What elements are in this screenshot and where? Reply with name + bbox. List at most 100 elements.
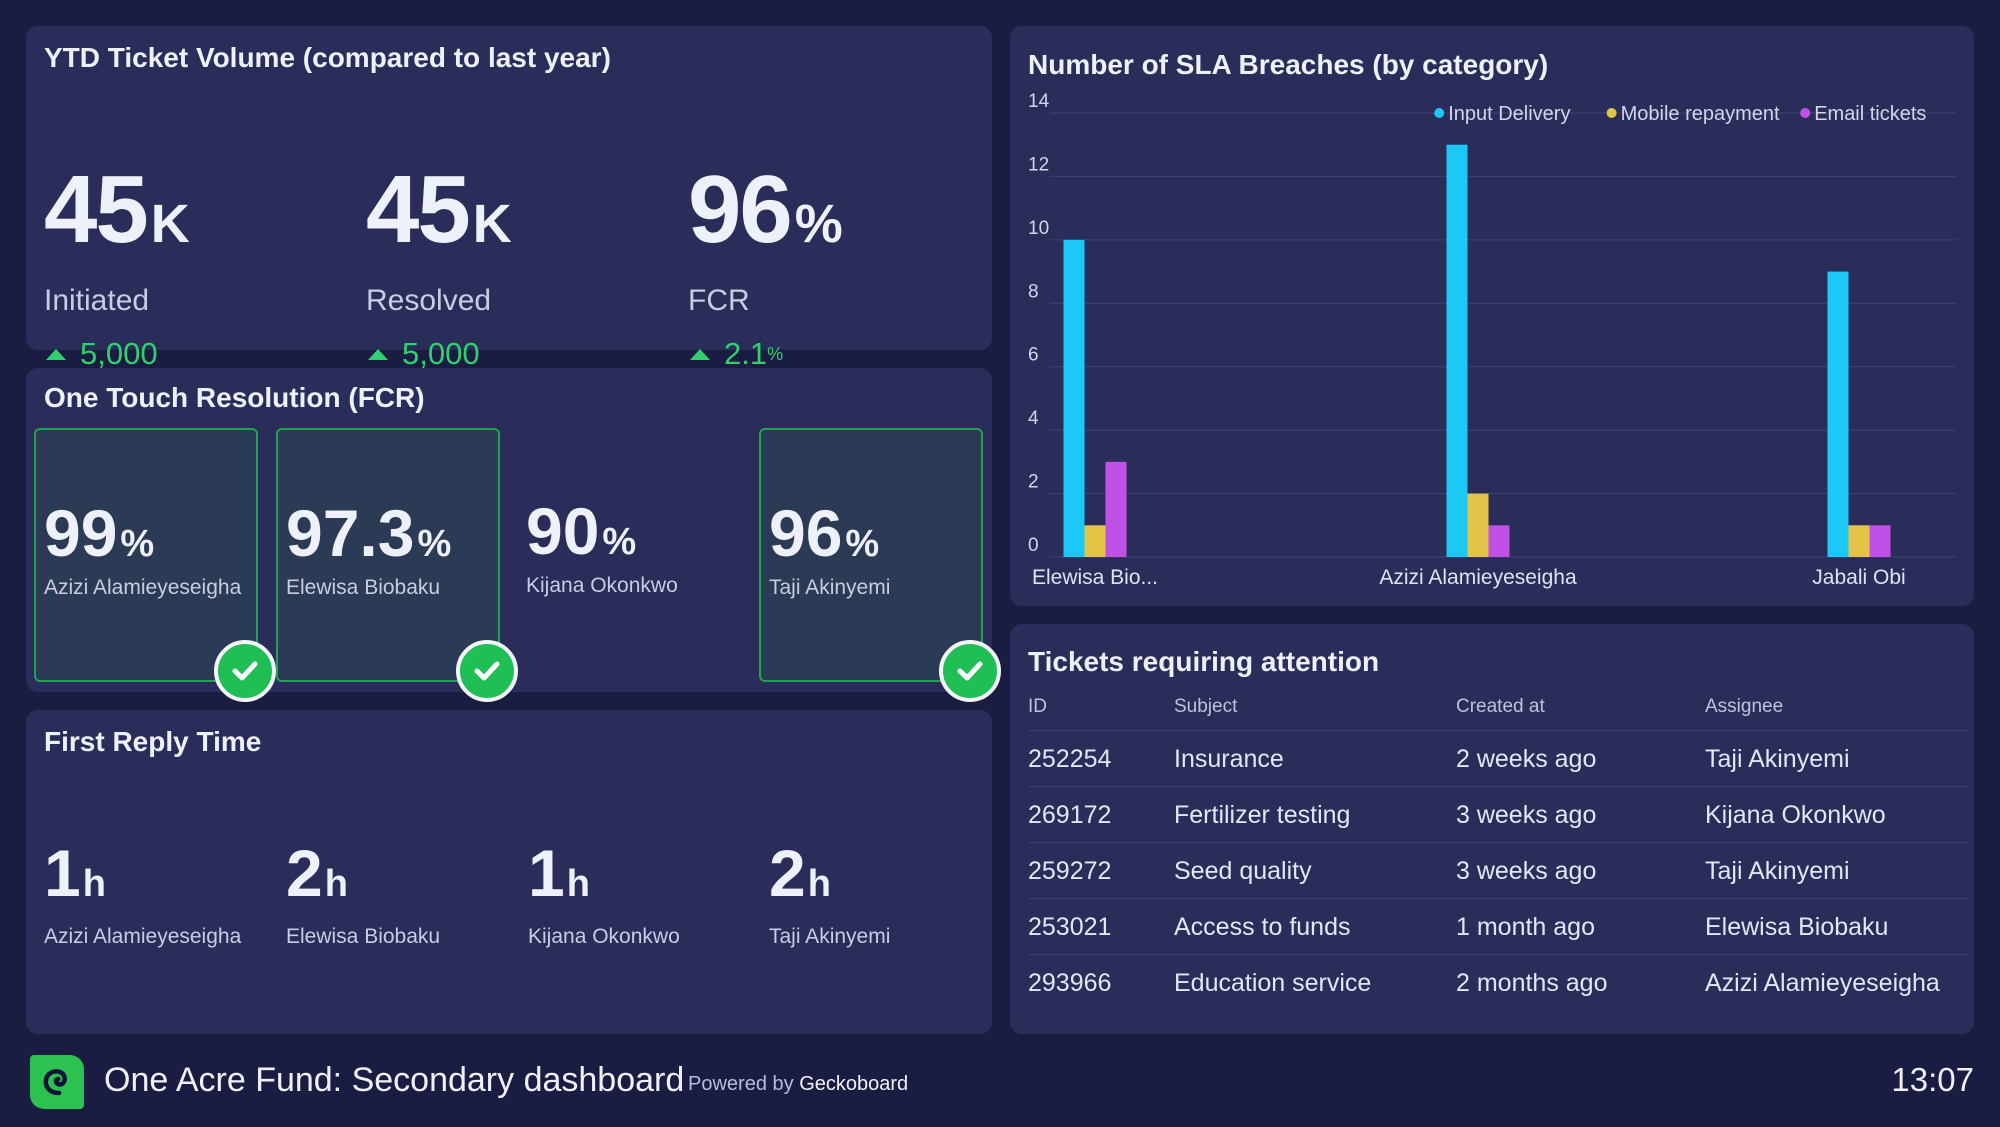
table-row[interactable]: 253021 Access to funds 1 month ago Elewi… [1028, 898, 1968, 954]
bar-email-tickets [1869, 525, 1891, 557]
ticket-subject: Insurance [1174, 745, 1284, 773]
y-tick-label: 6 [1028, 345, 1039, 366]
check-icon [214, 640, 276, 702]
ticket-id: 252254 [1028, 745, 1112, 773]
geckoboard-brand: Geckoboard [799, 1073, 909, 1095]
metric-label: Initiated [44, 284, 150, 317]
ticket-assignee: Azizi Alamieyeseigha [1705, 969, 1940, 997]
ticket-created: 1 month ago [1456, 913, 1595, 941]
fcr-agent-name: Kijana Okonkwo [526, 574, 678, 597]
legend-swatch [1800, 108, 1811, 118]
ticket-subject: Fertilizer testing [1174, 801, 1351, 829]
frt-value: 2h [286, 836, 348, 910]
fcr-agent-name: Taji Akinyemi [769, 576, 891, 599]
sla-bar-chart: Number of SLA Breaches (by category) 0 2 4 6… [1028, 49, 1956, 589]
frt-item-azizi: 1h Azizi Alamieyeseigha [44, 840, 241, 949]
table-row[interactable]: 259272 Seed quality 3 weeks ago Taji Aki… [1028, 842, 1968, 898]
legend-label: Mobile repayment [1621, 103, 1780, 125]
bar-mobile-repayment [1467, 493, 1489, 557]
y-tick-label: 10 [1028, 218, 1049, 239]
y-tick-label: 0 [1028, 535, 1039, 556]
metric-value: 45K [44, 156, 190, 263]
bar-email-tickets [1488, 525, 1510, 557]
panel-title: Tickets requiring attention [1028, 646, 1380, 677]
panel-title: YTD Ticket Volume (compared to last year… [44, 42, 611, 73]
bar-input-delivery [1063, 239, 1085, 557]
metric-value: 45K [366, 156, 512, 263]
ticket-created: 3 weeks ago [1456, 801, 1597, 829]
bar-mobile-repayment [1848, 525, 1870, 557]
y-tick-label: 4 [1028, 408, 1039, 429]
footer-bar: One Acre Fund: Secondary dashboard Power… [0, 1035, 2000, 1127]
legend-swatch [1434, 108, 1445, 118]
bar-input-delivery [1827, 271, 1849, 557]
x-tick-label: Jabali Obi [1812, 566, 1905, 589]
metric-fcr: 96% FCR 2.1% [688, 162, 988, 372]
up-arrow-icon [368, 348, 388, 360]
fcr-value: 96% [769, 496, 880, 570]
metric-delta: 2.1% [688, 336, 988, 372]
metric-label: FCR [688, 284, 750, 317]
table-row[interactable]: 252254 Insurance 2 weeks ago Taji Akinye… [1028, 730, 1968, 786]
geckoboard-logo-icon [30, 1055, 84, 1109]
check-icon [456, 640, 518, 702]
metric-delta: 5,000 [44, 336, 344, 372]
column-header-subject: Subject [1174, 696, 1238, 717]
table-row[interactable]: 269172 Fertilizer testing 3 weeks ago Ki… [1028, 786, 1968, 842]
check-icon [939, 640, 1001, 702]
powered-by: Powered by Geckoboard [688, 1073, 909, 1095]
fcr-value: 97.3% [286, 496, 452, 570]
bar-email-tickets [1105, 461, 1127, 557]
ticket-id: 293966 [1028, 969, 1112, 997]
sla-chart-panel: Number of SLA Breaches (by category) 0 2 4 6… [1010, 26, 1974, 606]
fcr-card-kijana: 90% Kijana Okonkwo [518, 428, 742, 682]
legend-label: Email tickets [1814, 103, 1926, 125]
panel-title: One Touch Resolution (FCR) [44, 382, 425, 413]
legend-label: Input Delivery [1448, 103, 1570, 125]
ticket-id: 269172 [1028, 801, 1112, 829]
ticket-assignee: Taji Akinyemi [1705, 745, 1850, 773]
first-reply-panel: First Reply Time 1h Azizi Alamieyeseigha… [26, 710, 992, 1034]
y-tick-label: 8 [1028, 281, 1039, 302]
y-tick-label: 12 [1028, 154, 1049, 175]
fcr-value: 99% [44, 496, 155, 570]
ticket-created: 2 weeks ago [1456, 745, 1597, 773]
fcr-card-elewisa: 97.3% Elewisa Biobaku [276, 428, 518, 702]
metric-label: Resolved [366, 284, 492, 317]
frt-item-taji: 2h Taji Akinyemi [769, 840, 890, 949]
fcr-value: 90% [526, 494, 637, 568]
frt-agent-name: Taji Akinyemi [769, 925, 891, 948]
frt-item-elewisa: 2h Elewisa Biobaku [286, 840, 440, 949]
bar-input-delivery [1446, 144, 1468, 557]
frt-agent-name: Azizi Alamieyeseigha [44, 925, 242, 948]
legend-swatch [1606, 108, 1617, 118]
column-header-id: ID [1028, 696, 1047, 717]
metric-delta: 5,000 [366, 336, 666, 372]
metric-resolved: 45K Resolved 5,000 [366, 162, 666, 372]
ticket-subject: Seed quality [1174, 857, 1312, 885]
fcr-panel: One Touch Resolution (FCR) 99% Azizi Ala… [26, 368, 1001, 702]
fcr-agent-name: Azizi Alamieyeseigha [44, 576, 242, 599]
x-tick-label: Elewisa Bio... [1032, 566, 1158, 589]
frt-value: 2h [769, 836, 831, 910]
fcr-agent-name: Elewisa Biobaku [286, 576, 441, 599]
table-row[interactable]: 293966 Education service 2 months ago Az… [1028, 954, 1968, 1010]
bar-mobile-repayment [1084, 525, 1106, 557]
ticket-assignee: Elewisa Biobaku [1705, 913, 1889, 941]
fcr-card-taji: 96% Taji Akinyemi [759, 428, 1001, 702]
tickets-panel: Tickets requiring attention ID Subject C… [1010, 624, 1974, 1034]
frt-agent-name: Kijana Okonkwo [528, 925, 680, 948]
x-tick-label: Azizi Alamieyeseigha [1379, 566, 1577, 589]
ytd-panel: YTD Ticket Volume (compared to last year… [26, 26, 992, 371]
frt-item-kijana: 1h Kijana Okonkwo [528, 840, 680, 949]
up-arrow-icon [690, 348, 710, 360]
ticket-created: 2 months ago [1456, 969, 1608, 997]
column-header-created: Created at [1456, 696, 1545, 717]
column-header-assignee: Assignee [1705, 696, 1784, 717]
ticket-assignee: Kijana Okonkwo [1705, 801, 1886, 829]
frt-value: 1h [44, 836, 106, 910]
up-arrow-icon [46, 348, 66, 360]
metric-initiated: 45K Initiated 5,000 [44, 162, 344, 372]
ticket-subject: Education service [1174, 969, 1372, 997]
ticket-created: 3 weeks ago [1456, 857, 1597, 885]
